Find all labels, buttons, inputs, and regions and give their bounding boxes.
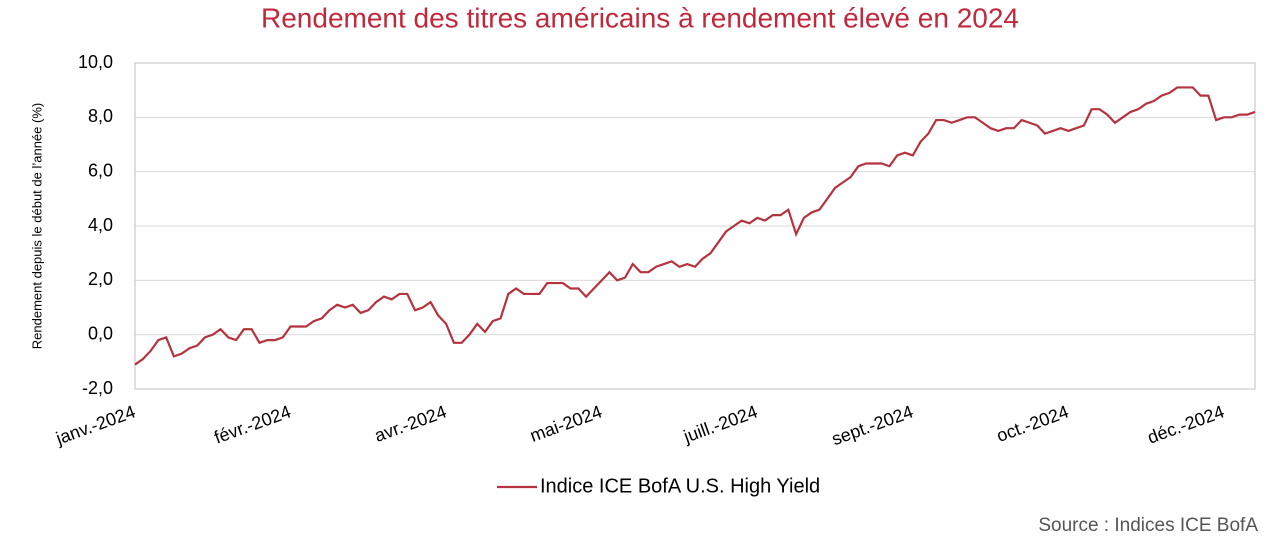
data-line xyxy=(134,86,1256,366)
x-tick-label: sept.-2024 xyxy=(829,401,916,449)
x-tick-label: janv.-2024 xyxy=(52,401,138,448)
y-tick-label: 6,0 xyxy=(88,160,113,180)
x-tick-label: oct.-2024 xyxy=(994,401,1071,445)
source-note: Source : Indices ICE BofA xyxy=(1038,515,1258,536)
y-tick-label: 0,0 xyxy=(88,323,113,343)
x-tick-label: juill.-2024 xyxy=(680,401,760,446)
y-tick-label: 10,0 xyxy=(78,52,113,72)
x-tick-label: déc.-2024 xyxy=(1145,401,1227,447)
y-tick-label: 4,0 xyxy=(88,215,113,235)
chart-title: Rendement des titres américains à rendem… xyxy=(261,2,1019,33)
y-tick-label: -2,0 xyxy=(82,378,113,398)
x-tick-label: mai-2024 xyxy=(527,401,604,445)
plot-border xyxy=(134,62,1256,390)
legend-label: Indice ICE BofA U.S. High Yield xyxy=(540,475,820,497)
y-tick-label: 2,0 xyxy=(88,269,113,289)
y-axis-title: Rendement depuis le début de l’année (%) xyxy=(29,103,44,349)
x-tick-label: avr.-2024 xyxy=(372,401,449,445)
y-tick-label: 8,0 xyxy=(88,106,113,126)
x-tick-label: févr.-2024 xyxy=(211,401,293,447)
